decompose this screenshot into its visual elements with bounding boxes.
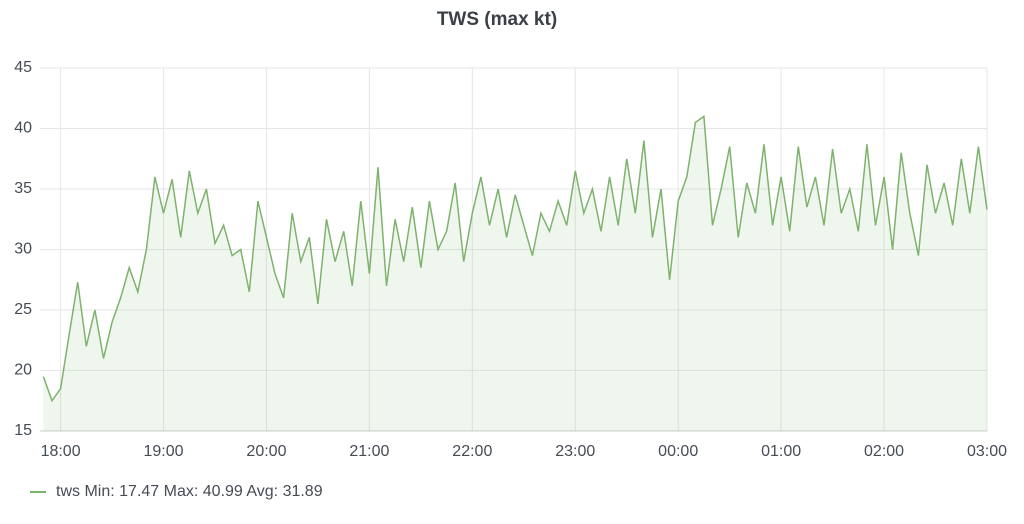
stat-value: 31.89 bbox=[283, 483, 323, 500]
chart-title: TWS (max kt) bbox=[437, 9, 557, 30]
y-tick-label: 45 bbox=[14, 59, 32, 76]
legend-text: tws Min: 17.47 Max: 40.99 Avg: 31.89 bbox=[56, 483, 323, 500]
stat-label: Min: bbox=[84, 483, 114, 500]
stat-value: 40.99 bbox=[203, 483, 243, 500]
y-tick-label: 25 bbox=[14, 301, 32, 318]
y-tick-label: 40 bbox=[14, 120, 32, 137]
y-tick-label: 30 bbox=[14, 241, 32, 258]
x-tick-label: 22:00 bbox=[452, 443, 492, 460]
stat-value: 17.47 bbox=[119, 483, 159, 500]
x-tick-label: 18:00 bbox=[41, 443, 81, 460]
x-tick-label: 00:00 bbox=[658, 443, 698, 460]
x-tick-label: 01:00 bbox=[761, 443, 801, 460]
x-tick-label: 02:00 bbox=[864, 443, 904, 460]
stat-label: Max: bbox=[164, 483, 199, 500]
x-tick-label: 23:00 bbox=[555, 443, 595, 460]
y-tick-label: 20 bbox=[14, 362, 32, 379]
stat-label: Avg: bbox=[246, 483, 278, 500]
y-tick-label: 15 bbox=[14, 422, 32, 439]
x-tick-label: 20:00 bbox=[246, 443, 286, 460]
area bbox=[43, 116, 987, 432]
x-tick-label: 21:00 bbox=[349, 443, 389, 460]
legend-label: tws bbox=[56, 483, 80, 500]
line bbox=[42, 115, 988, 403]
y-tick-label: 35 bbox=[14, 180, 32, 197]
x-tick-label: 19:00 bbox=[143, 443, 183, 460]
x-tick-label: 03:00 bbox=[967, 443, 1007, 460]
